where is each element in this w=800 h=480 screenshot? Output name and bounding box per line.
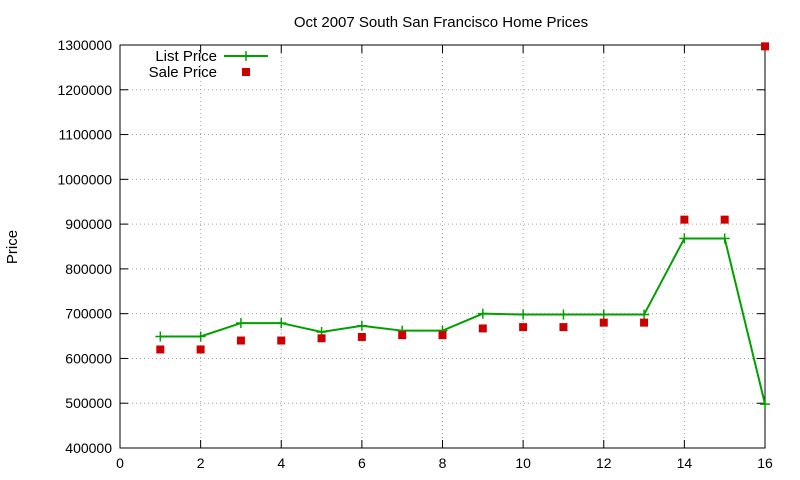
sale-price-point (478, 324, 487, 333)
list-price-point (558, 309, 569, 320)
sale-price-point (680, 215, 689, 224)
y-tick-label: 500000 (65, 395, 112, 411)
sale-price-point (236, 336, 245, 345)
sale-price-point (398, 331, 407, 340)
y-tick-label: 600000 (65, 350, 112, 366)
x-tick-label: 10 (515, 455, 531, 471)
legend-square-marker (242, 68, 250, 76)
legend-label: Sale Price (149, 64, 217, 81)
list-price-point (276, 318, 287, 329)
y-tick-label: 700000 (65, 306, 112, 322)
sale-price-point (156, 345, 165, 354)
list-price-point (518, 309, 529, 320)
sale-price-point (357, 332, 366, 341)
list-price-point (719, 233, 730, 244)
x-tick-label: 2 (197, 455, 205, 471)
y-tick-label: 400000 (65, 440, 112, 456)
list-price-point (195, 331, 206, 342)
x-tick-label: 0 (116, 455, 124, 471)
y-axis-label: Price (4, 230, 21, 264)
y-tick-label: 1000000 (57, 171, 112, 187)
list-price-point (235, 318, 246, 329)
x-tick-label: 8 (439, 455, 447, 471)
list-price-point (760, 399, 770, 410)
list-price-point (356, 320, 367, 331)
x-tick-label: 12 (596, 455, 612, 471)
sale-price-point (599, 318, 608, 327)
sale-price-point (761, 42, 769, 51)
y-tick-label: 1300000 (57, 37, 112, 53)
x-tick-label: 6 (358, 455, 366, 471)
sale-price-point (640, 318, 649, 327)
list-price-point (598, 309, 609, 320)
chart-title: Oct 2007 South San Francisco Home Prices (294, 14, 588, 31)
legend-label: List Price (155, 48, 217, 65)
sale-price-point (519, 323, 528, 332)
plot-area (155, 42, 770, 410)
y-tick-label: 900000 (65, 216, 112, 232)
list-price-point (639, 309, 650, 320)
y-tick-label: 1100000 (59, 127, 113, 143)
x-tick-label: 16 (757, 455, 773, 471)
sale-price-point (438, 331, 447, 340)
sale-price-point (277, 336, 286, 345)
list-price-point (155, 331, 166, 342)
y-tick-label: 800000 (65, 261, 112, 277)
sale-price-point (196, 345, 205, 354)
legend-plus-marker (241, 51, 251, 61)
grid-lines (120, 45, 765, 448)
x-tick-label: 14 (677, 455, 693, 471)
sale-price-point (317, 334, 326, 343)
list-price-point (679, 233, 690, 244)
x-tick-label: 4 (277, 455, 285, 471)
list-price-line (160, 237, 766, 405)
tick-labels: 400000 500000 600000 700000 800000 900000 1000… (57, 37, 773, 471)
y-tick-label: 1200000 (57, 82, 112, 98)
sale-price-point (559, 323, 568, 332)
list-price-point (477, 308, 488, 319)
sale-price-point (720, 215, 729, 224)
